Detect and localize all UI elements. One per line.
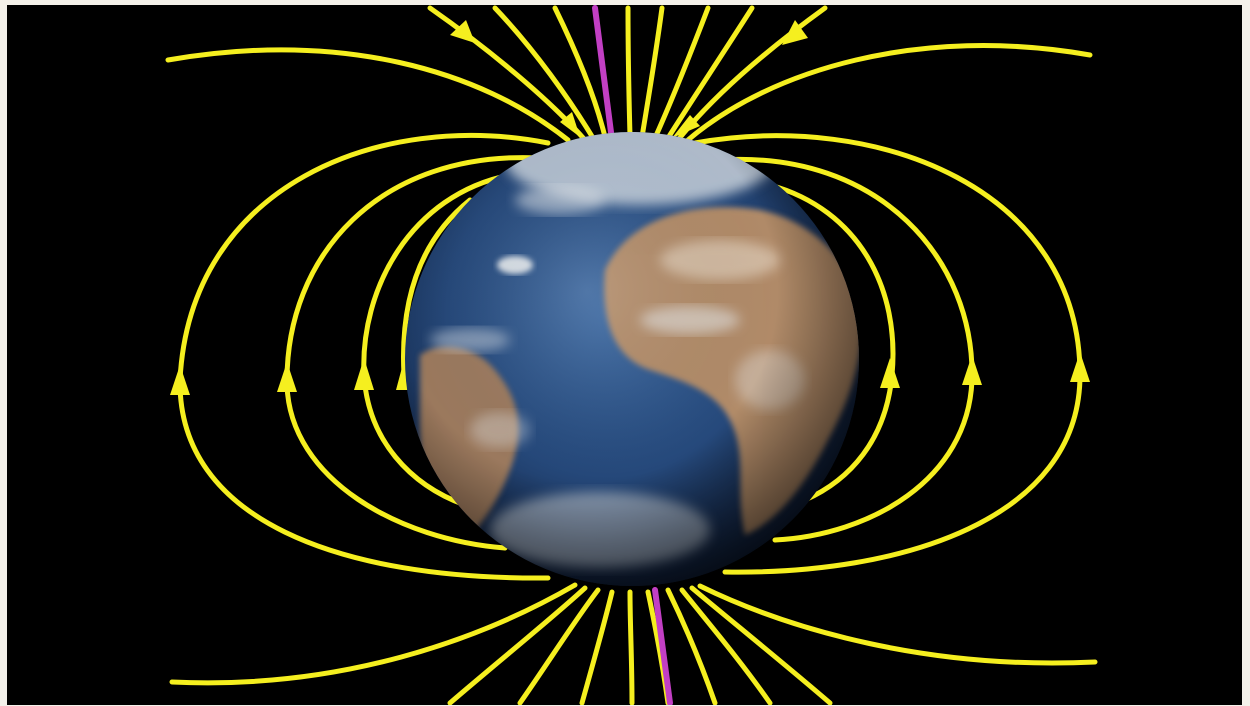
field-line-top-left-2: [492, 5, 596, 141]
magnetic-field-diagram: [165, 5, 1098, 705]
rotation-axis-top: [592, 5, 615, 143]
rotation-axis-bottom: [652, 587, 673, 705]
field-line-top-far-right: [685, 43, 1093, 143]
earth-globe-icon: [405, 132, 859, 586]
field-line-right-inner: [767, 182, 896, 503]
field-line-bottom-right-2: [679, 587, 773, 705]
field-line-bottom-right-1: [665, 587, 718, 705]
field-arrow-icon: [277, 362, 297, 392]
field-line-bottom-left-3: [579, 589, 615, 705]
field-arrow-icon: [962, 355, 982, 385]
field-line-top-right-1: [652, 5, 711, 141]
diagram-frame: [7, 5, 1242, 705]
field-arrow-icon: [880, 358, 900, 388]
field-line-bottom-far-left: [169, 582, 578, 686]
field-line-bottom-center-1: [627, 589, 635, 705]
field-arrow-icon: [170, 365, 190, 395]
field-arrow-icon: [450, 20, 475, 43]
field-arrow-icon: [560, 112, 580, 137]
field-arrow-icon: [672, 115, 700, 138]
field-line-top-far-left: [165, 47, 571, 143]
field-line-top-center-2: [639, 5, 665, 140]
field-line-left-innermost: [401, 197, 473, 378]
field-arrow-icon: [782, 20, 808, 45]
field-line-bottom-left-1: [447, 585, 588, 705]
field-arrows-group: [170, 20, 1090, 395]
field-arrow-icon: [354, 358, 374, 390]
field-line-bottom-far-right: [697, 583, 1098, 666]
field-line-top-center-1: [625, 5, 633, 139]
field-line-top-right-2: [665, 5, 755, 141]
field-arrow-icon: [1070, 352, 1090, 382]
field-line-top-left-3: [552, 5, 608, 140]
field-line-bottom-left-2: [517, 587, 601, 705]
field-line-bottom-right-3: [689, 585, 833, 705]
